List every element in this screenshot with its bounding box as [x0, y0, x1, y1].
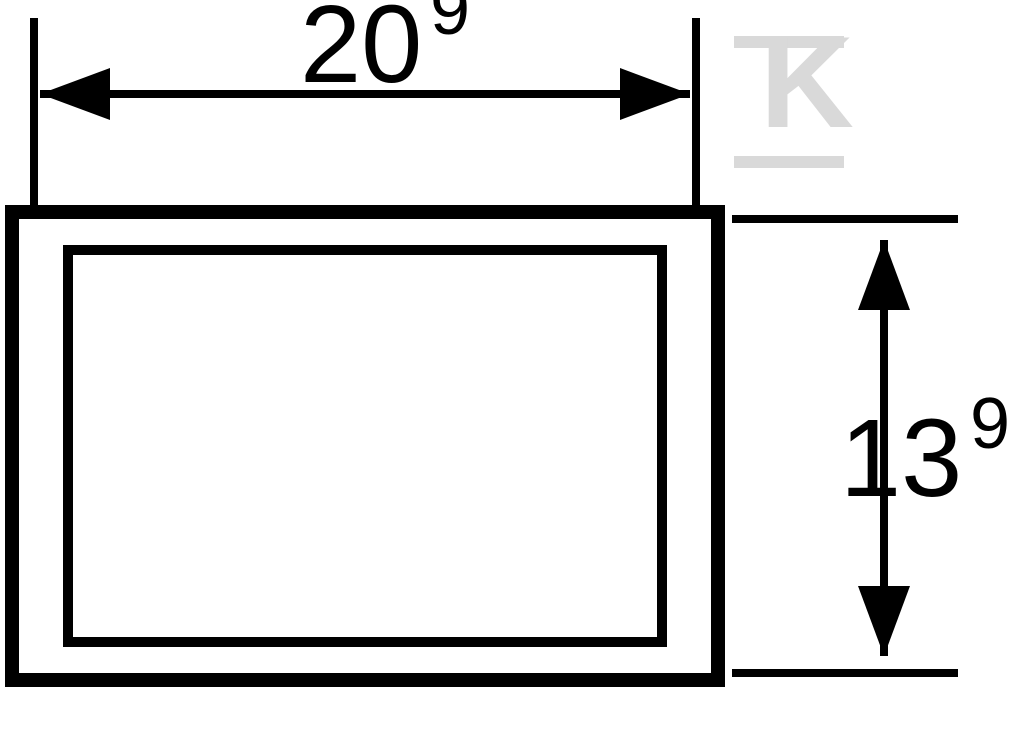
dim-value-sup: 9: [970, 384, 1010, 464]
dim-value-sup: 9: [430, 0, 470, 50]
technical-drawing: K 20 9 13 9: [0, 0, 1024, 743]
arrowhead-down-icon: [858, 586, 910, 656]
inner-rectangle: [68, 250, 662, 642]
arrowhead-up-icon: [858, 240, 910, 310]
plate-frame: [12, 212, 718, 680]
arrowhead-right-icon: [620, 68, 690, 120]
dim-value-base: 20: [300, 0, 422, 106]
dimension-horizontal: 20 9: [34, 0, 696, 206]
watermark-letter: K: [760, 9, 854, 155]
watermark-bar-bottom: [734, 156, 844, 168]
dim-value-base: 13: [840, 397, 962, 520]
watermark: K: [734, 9, 854, 168]
outer-rectangle: [12, 212, 718, 680]
dimension-vertical: 13 9: [732, 219, 1010, 673]
arrowhead-left-icon: [40, 68, 110, 120]
